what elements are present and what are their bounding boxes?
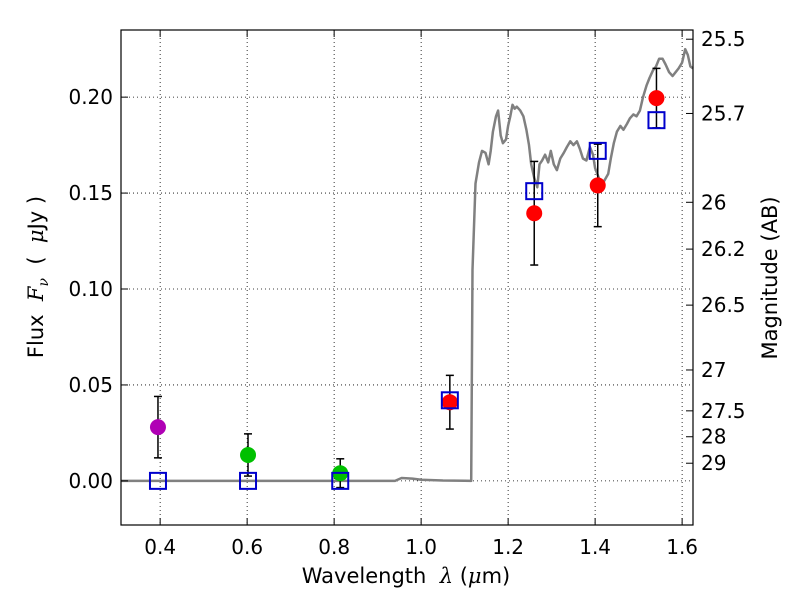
measured-point: [589, 177, 606, 194]
model-spectrum-line: [121, 47, 694, 483]
x-tick-label: 1.2: [492, 535, 524, 559]
measured-point: [149, 419, 166, 436]
plot-frame: [120, 29, 694, 526]
mag-tick-label: 26.5: [701, 293, 746, 317]
model-square: [331, 471, 350, 490]
x-tick-label: 1.0: [405, 535, 437, 559]
x-tick-label: 0.4: [144, 535, 176, 559]
mag-tick-label: 27.5: [701, 399, 746, 423]
y-axis-label: Flux Fν ( μJy ): [24, 196, 52, 358]
measured-point: [240, 446, 257, 463]
mag-tick-label: 27: [701, 358, 726, 382]
mag-tick-label: 25.7: [701, 101, 746, 125]
y-tick-label: 0.00: [68, 469, 113, 493]
measured-point: [648, 90, 665, 107]
x-tick-label: 1.6: [666, 535, 698, 559]
y-tick-label: 0.20: [68, 85, 113, 109]
y-tick-label: 0.10: [68, 277, 113, 301]
mag-tick-label: 28: [701, 425, 726, 449]
mag-tick-label: 26: [701, 190, 726, 214]
model-squares: [148, 111, 666, 490]
x-tick-label: 0.6: [231, 535, 263, 559]
model-square: [239, 471, 258, 490]
model-square: [440, 391, 459, 410]
grid: [121, 30, 693, 525]
mag-tick-label: 29: [701, 451, 726, 475]
mag-tick-label: 25.5: [701, 27, 746, 51]
model-square: [148, 471, 167, 490]
model-spectrum-series: [121, 47, 694, 483]
mag-tick-label: 26.2: [701, 237, 746, 261]
ticks: 0.4 0.6 0.8 1.0 1.2 1.4 1.6 0.00 0.05 0.10 0.15 0.2…: [68, 27, 745, 559]
y-tick-label: 0.05: [68, 373, 113, 397]
model-square: [588, 141, 607, 160]
x-axis-label: Wavelength λ (μm): [302, 564, 510, 588]
model-square: [525, 182, 544, 201]
error-bars: [153, 67, 661, 489]
model-square: [647, 111, 666, 130]
y-tick-label: 0.15: [68, 181, 113, 205]
measured-point: [526, 205, 543, 222]
x-tick-label: 0.8: [318, 535, 350, 559]
right-axis-label: Magnitude (AB): [758, 196, 782, 359]
x-tick-label: 1.4: [579, 535, 611, 559]
measured-point: [441, 394, 458, 411]
measured-points: [149, 90, 665, 482]
